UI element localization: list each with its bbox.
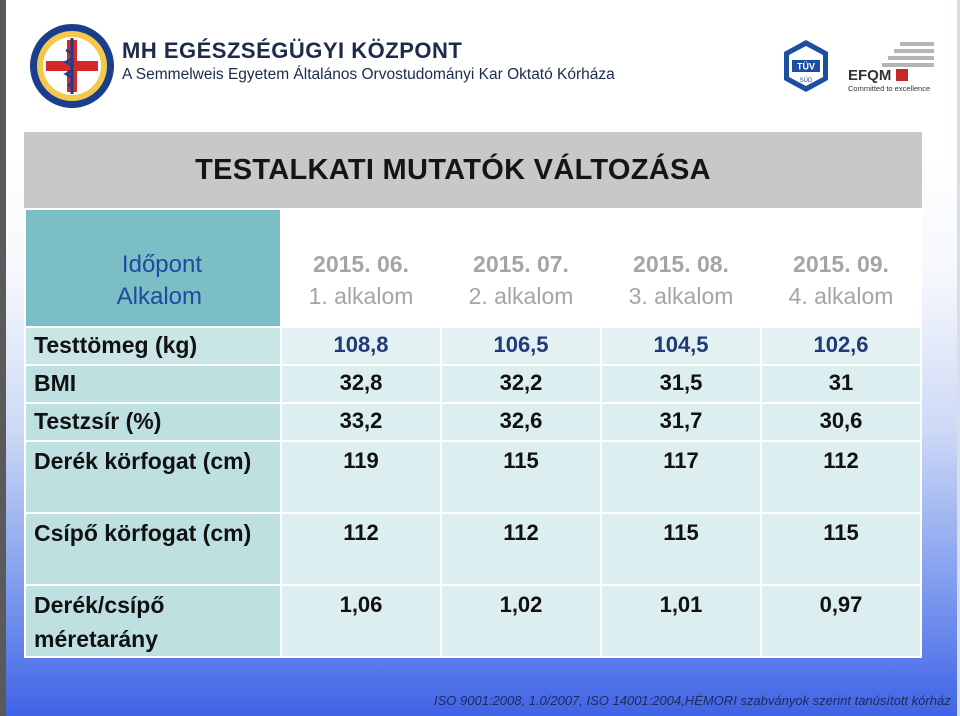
column-header-3: 2015. 08. 3. alkalom — [600, 208, 762, 328]
header-label-visit: Alkalom — [116, 283, 202, 310]
table-row: Testtömeg (kg) 108,8 106,5 104,5 102,6 — [24, 326, 922, 366]
table-cell: 30,6 — [760, 402, 922, 442]
efqm-logo: EFQM Committed to excellence — [848, 42, 934, 93]
svg-text:TÜV: TÜV — [797, 62, 815, 72]
table-row: Testzsír (%) 33,2 32,6 31,7 30,6 — [24, 402, 922, 442]
slide-title: TESTALKATI MUTATÓK VÁLTOZÁSA — [195, 153, 711, 186]
table-header-row: Időpont Alkalom 2015. 06. 1. alkalom 201… — [24, 208, 922, 328]
table-cell: 31,7 — [600, 402, 762, 442]
table-cell: 31,5 — [600, 364, 762, 404]
svg-text:EFQM: EFQM — [848, 67, 891, 84]
table-row: BMI 32,8 32,2 31,5 31 — [24, 364, 922, 404]
table-cell: 32,8 — [280, 364, 442, 404]
column-visit: 1. alkalom — [308, 283, 414, 309]
svg-text:Committed to excellence: Committed to excellence — [848, 84, 930, 93]
body-measurements-table: Időpont Alkalom 2015. 06. 1. alkalom 201… — [24, 208, 922, 658]
table-cell: 1,02 — [440, 584, 602, 658]
column-visit: 3. alkalom — [628, 283, 734, 309]
header-label-cell: Időpont Alkalom — [24, 208, 282, 328]
table-cell: 1,01 — [600, 584, 762, 658]
table-cell: 106,5 — [440, 326, 602, 366]
row-label-hip: Csípő körfogat (cm) — [24, 512, 282, 586]
table-row: Csípő körfogat (cm) 112 112 115 115 — [24, 512, 922, 586]
header-label-date: Időpont — [121, 251, 202, 278]
slide-left-edge — [0, 0, 6, 716]
table-cell: 33,2 — [280, 402, 442, 442]
column-visit: 4. alkalom — [788, 283, 894, 309]
column-date: 2015. 09. — [793, 251, 889, 277]
row-label-waist-hip-ratio: Derék/csípő méretarány — [24, 584, 282, 658]
table-cell: 0,97 — [760, 584, 922, 658]
certification-footer: ISO 9001:2008, 1.0/2007, ISO 14001:2004,… — [434, 693, 951, 708]
table-cell: 32,6 — [440, 402, 602, 442]
table-cell: 102,6 — [760, 326, 922, 366]
slide-right-edge — [957, 0, 960, 716]
column-visit: 2. alkalom — [468, 283, 574, 309]
column-header-4: 2015. 09. 4. alkalom — [760, 208, 922, 328]
row-label-waist: Derék körfogat (cm) — [24, 440, 282, 514]
column-header-2: 2015. 07. 2. alkalom — [440, 208, 602, 328]
tuv-certification-logo: TÜV SÜD — [784, 40, 828, 92]
table-cell: 112 — [280, 512, 442, 586]
table-cell: 115 — [440, 440, 602, 514]
table-cell: 112 — [760, 440, 922, 514]
column-date: 2015. 07. — [473, 251, 569, 277]
table-cell: 104,5 — [600, 326, 762, 366]
svg-text:SÜD: SÜD — [800, 77, 813, 84]
table-cell: 32,2 — [440, 364, 602, 404]
table-cell: 115 — [760, 512, 922, 586]
row-label-bmi: BMI — [24, 364, 282, 404]
table-cell: 117 — [600, 440, 762, 514]
column-date: 2015. 08. — [633, 251, 729, 277]
table-cell: 115 — [600, 512, 762, 586]
column-header-1: 2015. 06. 1. alkalom — [280, 208, 442, 328]
row-label-weight: Testtömeg (kg) — [24, 326, 282, 366]
table-cell: 1,06 — [280, 584, 442, 658]
title-band: TESTALKATI MUTATÓK VÁLTOZÁSA — [24, 132, 922, 208]
table-cell: 31 — [760, 364, 922, 404]
row-label-body-fat: Testzsír (%) — [24, 402, 282, 442]
organization-name: MH EGÉSZSÉGÜGYI KÖZPONT — [122, 38, 463, 63]
hospital-seal-logo — [30, 24, 114, 108]
table-cell: 108,8 — [280, 326, 442, 366]
table-row: Derék körfogat (cm) 119 115 117 112 — [24, 440, 922, 514]
column-date: 2015. 06. — [313, 251, 409, 277]
table-row: Derék/csípő méretarány 1,06 1,02 1,01 0,… — [24, 584, 922, 658]
organization-subtitle: A Semmelweis Egyetem Általános Orvostudo… — [122, 66, 615, 83]
table-cell: 119 — [280, 440, 442, 514]
table-cell: 112 — [440, 512, 602, 586]
